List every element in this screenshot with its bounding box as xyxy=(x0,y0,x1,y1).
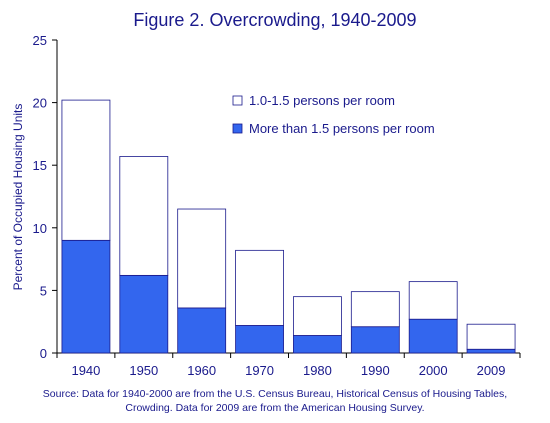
bars xyxy=(61,99,516,354)
source-note-line-1: Source: Data for 1940-2000 are from the … xyxy=(43,388,507,400)
chart-title: Figure 2. Overcrowding, 1940-2009 xyxy=(133,10,416,30)
y-axis: 0 5 10 15 20 25 xyxy=(33,33,58,361)
bar-segment-1-0-to-1-5 xyxy=(119,156,169,276)
legend-label: More than 1.5 persons per room xyxy=(249,121,435,136)
x-tick-label: 1950 xyxy=(129,363,158,378)
bar-segment-1-0-to-1-5 xyxy=(235,249,284,326)
y-tick-label: 0 xyxy=(40,346,47,361)
bar-segment-over-1-5 xyxy=(235,325,284,354)
source-note-line-2: Crowding. Data for 2009 are from the Ame… xyxy=(125,402,424,414)
y-tick-label: 15 xyxy=(33,158,47,173)
x-tick-label: 1990 xyxy=(361,363,390,378)
bar-segment-1-0-to-1-5 xyxy=(177,208,227,309)
x-tick-label: 2000 xyxy=(419,363,448,378)
legend-swatch xyxy=(232,123,243,134)
bar-segment-over-1-5 xyxy=(466,348,516,354)
bar-segment-1-0-to-1-5 xyxy=(408,281,458,320)
y-tick-label: 10 xyxy=(33,221,47,236)
y-tick-label: 25 xyxy=(33,33,47,48)
y-tick-label: 20 xyxy=(33,96,47,111)
x-tick-label: 1980 xyxy=(303,363,332,378)
legend-label: 1.0-1.5 persons per room xyxy=(249,93,395,108)
bar-segment-over-1-5 xyxy=(350,326,400,354)
bar-segment-over-1-5 xyxy=(119,274,169,354)
bar-segment-1-0-to-1-5 xyxy=(61,99,111,241)
x-tick-label: 1960 xyxy=(187,363,216,378)
bar-segment-1-0-to-1-5 xyxy=(466,323,516,350)
x-tick-label: 1940 xyxy=(71,363,100,378)
bar-segment-over-1-5 xyxy=(293,335,342,354)
legend-swatch xyxy=(232,95,243,106)
x-axis: 1940 1950 1960 1970 1980 1990 2000 2009 xyxy=(56,352,521,378)
x-tick-label: 2009 xyxy=(477,363,506,378)
y-axis-label: Percent of Occupied Housing Units xyxy=(11,104,25,291)
bar-segment-1-0-to-1-5 xyxy=(293,296,342,336)
bar-segment-1-0-to-1-5 xyxy=(350,291,400,328)
legend: 1.0-1.5 persons per room More than 1.5 pe… xyxy=(232,93,435,136)
bar-segment-over-1-5 xyxy=(61,239,111,354)
bar-segment-over-1-5 xyxy=(408,318,458,354)
x-tick-label: 1970 xyxy=(245,363,274,378)
bar-segment-over-1-5 xyxy=(177,307,227,354)
y-tick-label: 5 xyxy=(40,283,47,298)
